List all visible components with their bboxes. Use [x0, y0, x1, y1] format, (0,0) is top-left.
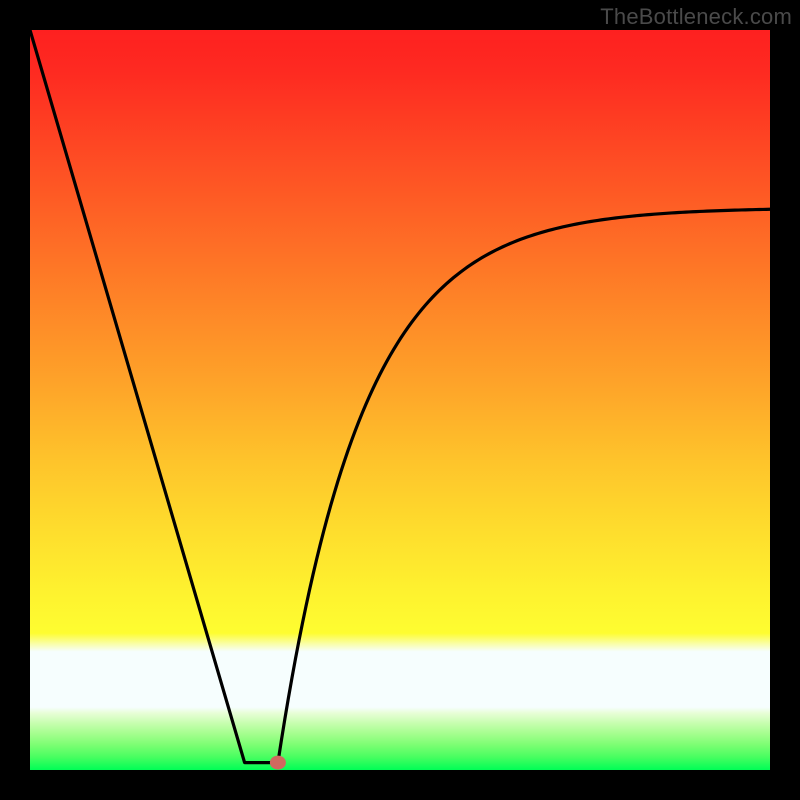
plot-area: [30, 30, 770, 770]
curve-layer: [30, 30, 770, 770]
watermark-text: TheBottleneck.com: [600, 4, 792, 30]
bottleneck-curve: [30, 30, 770, 763]
chart-frame: TheBottleneck.com: [0, 0, 800, 800]
minimum-marker: [270, 756, 286, 770]
